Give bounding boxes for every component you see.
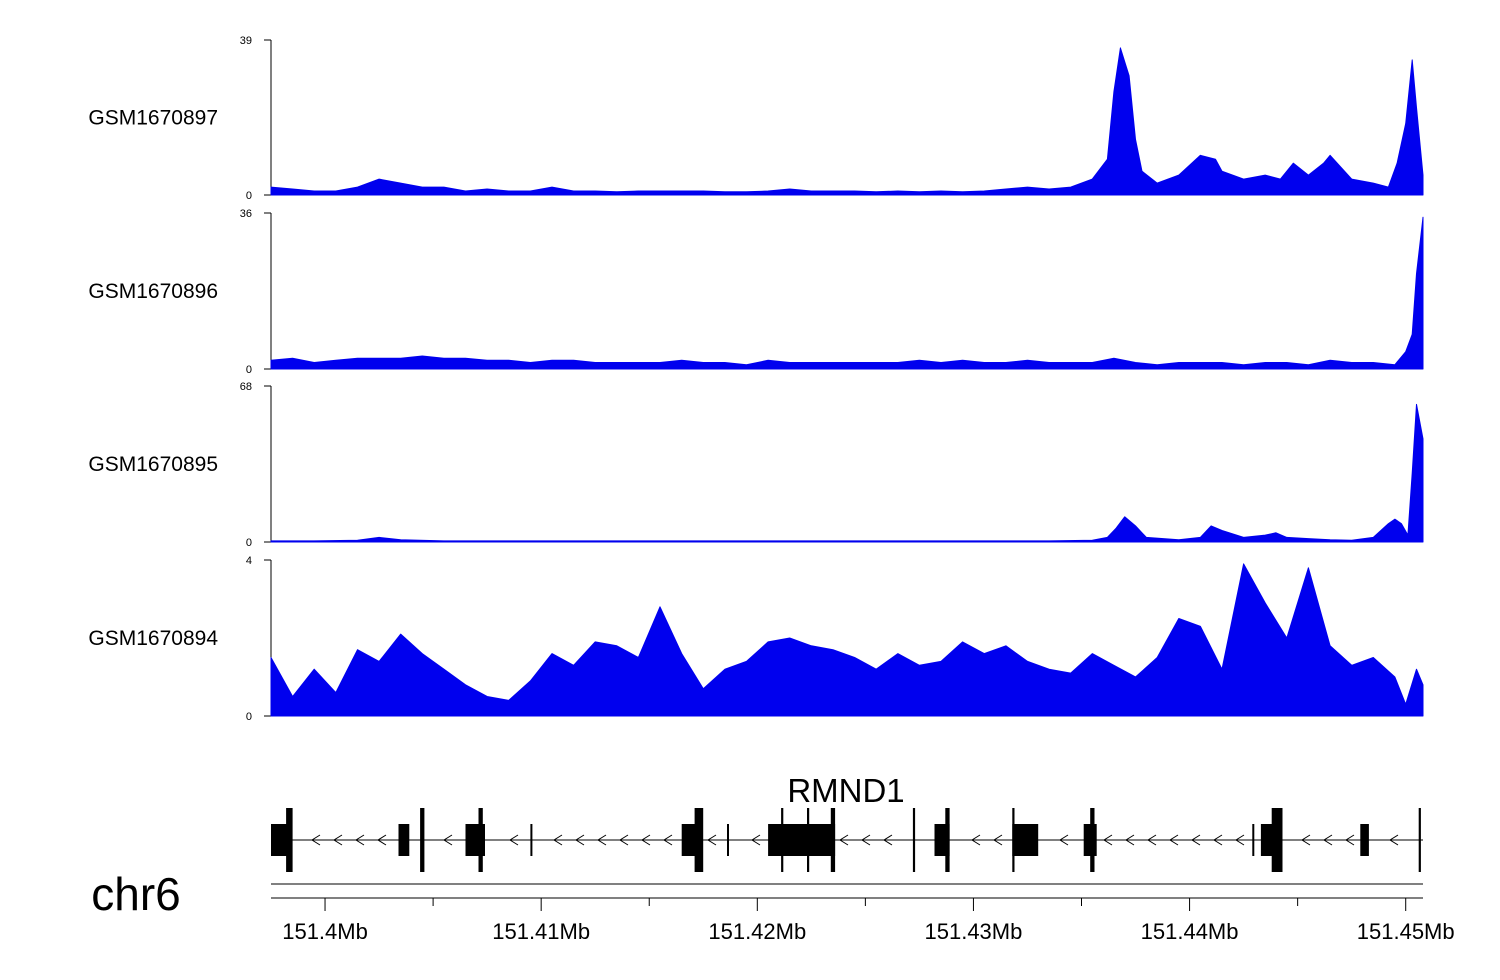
strand-arrow [509, 834, 519, 846]
strand-arrow [839, 834, 849, 846]
strand-arrow [751, 834, 761, 846]
exon [1418, 808, 1421, 872]
track-gsm1670895: GSM1670895 68 0 [88, 381, 1424, 549]
strand-arrow [1103, 834, 1113, 846]
exon [420, 808, 425, 872]
strand-arrow [883, 834, 893, 846]
strand-arrow [443, 834, 453, 846]
strand-arrow [641, 834, 651, 846]
x-tick-label: 151.45Mb [1357, 919, 1455, 944]
exon [1012, 808, 1015, 872]
track-gsm1670897: GSM1670897 39 0 [88, 35, 1424, 202]
strand-arrow [971, 834, 981, 846]
exon [1271, 808, 1283, 872]
strand-arrow [1389, 834, 1399, 846]
exon [398, 824, 410, 856]
track-label: GSM1670897 [88, 107, 218, 130]
coverage-area [270, 47, 1424, 196]
strand-arrow [377, 834, 387, 846]
gene-model [271, 808, 1423, 872]
strand-arrow [1301, 834, 1311, 846]
strand-arrow [597, 834, 607, 846]
track-gsm1670894: GSM1670894 4 0 [88, 555, 1424, 723]
exon [694, 808, 704, 872]
y-min-label: 0 [246, 364, 252, 376]
strand-arrow [553, 834, 563, 846]
chromosome-label: chr6 [91, 868, 180, 920]
strand-arrow [1169, 834, 1179, 846]
exon [768, 824, 836, 856]
exon [286, 808, 293, 872]
y-max-label: 36 [240, 208, 252, 220]
x-tick-label: 151.42Mb [708, 919, 806, 944]
y-min-label: 0 [246, 711, 252, 723]
exon [1360, 824, 1369, 856]
exon [1252, 824, 1255, 856]
exon [807, 808, 810, 872]
x-tick-label: 151.41Mb [492, 919, 590, 944]
track-gsm1670896: GSM1670896 36 0 [88, 208, 1424, 376]
strand-arrow [1125, 834, 1135, 846]
exon [945, 808, 950, 872]
strand-arrow [1345, 834, 1355, 846]
y-min-label: 0 [246, 190, 252, 202]
exon [830, 808, 836, 872]
coverage-tracks: GSM1670897390GSM1670896360GSM1670895680G… [88, 35, 1424, 723]
x-tick-label: 151.4Mb [282, 919, 368, 944]
strand-arrow [575, 834, 585, 846]
coverage-area [270, 563, 1424, 717]
exon [1012, 824, 1039, 856]
coverage-area [270, 403, 1424, 543]
strand-arrow [707, 834, 717, 846]
strand-arrow [1147, 834, 1157, 846]
strand-arrow [311, 834, 321, 846]
strand-arrow [1235, 834, 1245, 846]
gene-track: RMND1 [271, 772, 1423, 872]
x-ticks: 151.4Mb 151.41Mb 151.42Mb 151.43Mb 151.44Mb 1… [282, 898, 1455, 944]
exon [912, 808, 916, 872]
x-tick-label: 151.43Mb [925, 919, 1023, 944]
exon [727, 824, 729, 856]
track-label: GSM1670894 [88, 627, 218, 650]
strand-arrow [333, 834, 343, 846]
y-max-label: 39 [240, 35, 252, 47]
strand-arrow [355, 834, 365, 846]
x-tick-label: 151.44Mb [1141, 919, 1239, 944]
coverage-area [270, 216, 1424, 370]
track-label: GSM1670895 [88, 453, 218, 476]
y-min-label: 0 [246, 537, 252, 549]
exon [478, 808, 483, 872]
strand-arrow [1059, 834, 1069, 846]
y-max-label: 4 [246, 555, 252, 567]
y-max-label: 68 [240, 381, 252, 393]
exon [781, 808, 784, 872]
strand-arrow [1213, 834, 1223, 846]
strand-arrow [1323, 834, 1333, 846]
strand-arrow [663, 834, 673, 846]
exon [1090, 808, 1095, 872]
gene-name-label: RMND1 [787, 772, 904, 809]
strand-arrow [619, 834, 629, 846]
track-label: GSM1670896 [88, 280, 218, 303]
strand-arrow [1191, 834, 1201, 846]
strand-arrow [861, 834, 871, 846]
exon [530, 824, 533, 856]
strand-arrow [993, 834, 1003, 846]
exon [271, 824, 289, 856]
genomic-axis: chr6 151.4Mb 151.41Mb 151.42Mb 151.43Mb 151.… [91, 868, 1454, 944]
